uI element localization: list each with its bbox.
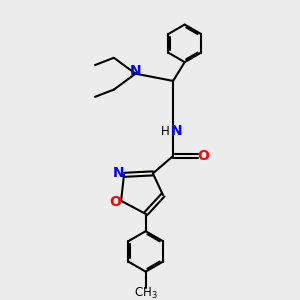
Text: O: O: [110, 195, 121, 209]
Text: H: H: [161, 125, 170, 138]
Text: O: O: [197, 149, 209, 163]
Text: N: N: [130, 64, 141, 78]
Text: CH$_3$: CH$_3$: [134, 286, 158, 300]
Text: N: N: [171, 124, 182, 139]
Text: N: N: [113, 166, 124, 179]
